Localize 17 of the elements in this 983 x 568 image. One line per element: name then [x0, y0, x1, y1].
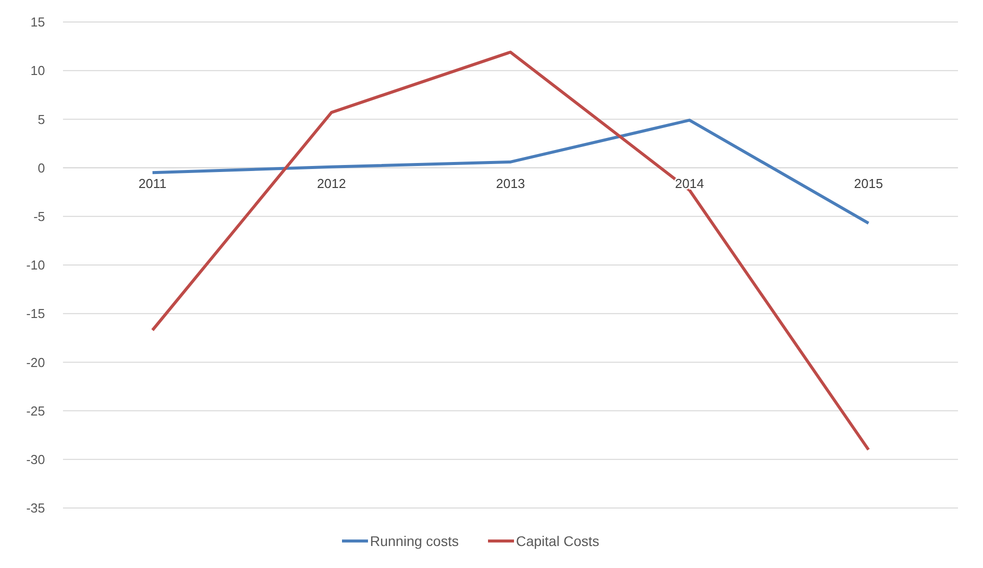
- x-tick-label: 2011: [138, 176, 166, 191]
- y-tick-label: -10: [26, 258, 45, 273]
- y-tick-label: 5: [38, 112, 45, 127]
- x-tick-label: 2015: [854, 176, 883, 191]
- x-tick-label: 2012: [317, 176, 346, 191]
- y-tick-label: -30: [26, 452, 45, 467]
- legend-label: Running costs: [370, 533, 459, 549]
- y-tick-label: -35: [26, 500, 45, 516]
- y-tick-label: 0: [38, 160, 45, 176]
- y-tick-label: 15: [30, 14, 45, 30]
- y-tick-label: -20: [26, 354, 45, 370]
- y-tick-label: -15: [26, 306, 45, 322]
- legend-label: Capital Costs: [516, 533, 600, 549]
- y-tick-label: -25: [26, 403, 45, 418]
- y-tick-label: 10: [30, 63, 45, 78]
- y-tick-label: -5: [33, 208, 45, 224]
- x-tick-label: 2013: [496, 176, 525, 191]
